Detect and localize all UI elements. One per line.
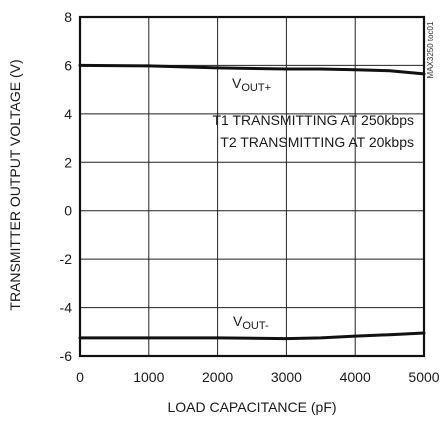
series-label-vout-plus-main: V [232, 75, 242, 91]
x-tick-label: 4000 [340, 369, 371, 385]
series-label-vout-minus: VOUT- [233, 313, 269, 332]
y-tick-labels: 8 6 4 2 0 -2 -4 -6 [60, 9, 73, 364]
y-tick-label: -6 [60, 348, 73, 364]
y-tick-label: 0 [64, 203, 72, 219]
y-tick-label: -4 [60, 300, 73, 316]
series-label-vout-plus-sub: OUT+ [241, 82, 271, 94]
x-tick-label: 5000 [408, 369, 439, 385]
series-label-vout-minus-main: V [233, 313, 243, 329]
grid-lines [80, 17, 424, 356]
data-curves [78, 63, 426, 341]
y-tick-label: 2 [64, 154, 72, 170]
series-label-vout-plus: VOUT+ [232, 75, 271, 94]
x-tick-label: 0 [76, 369, 84, 385]
series-label-vout-minus-sub: OUT- [242, 320, 269, 332]
annotation-t1: T1 TRANSMITTING AT 250kbps [212, 112, 414, 128]
series-line-vout-minus [78, 331, 426, 341]
y-axis-title: TRANSMITTER OUTPUT VOLTAGE (V) [7, 59, 23, 310]
x-axis-title: LOAD CAPACITANCE (pF) [167, 399, 336, 415]
x-tick-labels: 0 1000 2000 3000 4000 5000 [76, 369, 440, 385]
x-tick-label: 3000 [271, 369, 302, 385]
series-line-vout-plus [78, 63, 426, 76]
y-tick-label: 4 [64, 106, 72, 122]
x-tick-label: 2000 [202, 369, 233, 385]
figure-code: MAX3250 toc01 [426, 21, 435, 78]
y-tick-label: -2 [60, 251, 73, 267]
y-tick-label: 8 [64, 9, 72, 25]
annotation-t2: T2 TRANSMITTING AT 20kbps [220, 134, 414, 150]
x-tick-label: 1000 [133, 369, 164, 385]
y-tick-label: 6 [64, 57, 72, 73]
plot-frame [78, 15, 426, 358]
